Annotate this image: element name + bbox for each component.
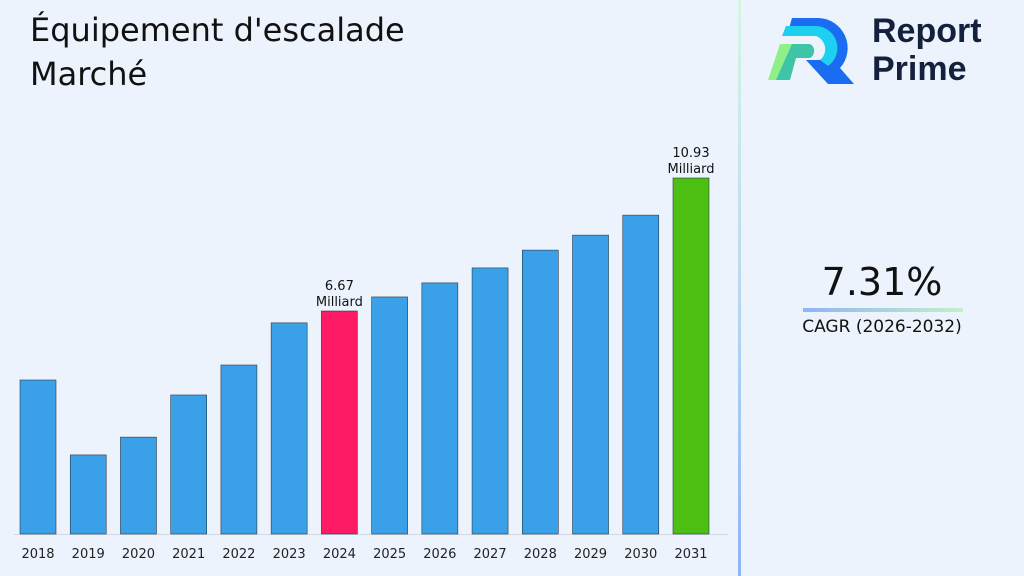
data-label-2031: 10.93	[672, 146, 709, 161]
logo-line-2: Prime	[872, 50, 967, 88]
bar-2030	[622, 214, 660, 535]
logo-text: Report Prime	[872, 12, 982, 88]
bar-2020	[120, 436, 157, 535]
x-tick-label: 2028	[524, 547, 557, 562]
x-tick-label: 2021	[172, 547, 205, 562]
bar-2026	[421, 282, 459, 535]
data-label-2031: Milliard	[667, 162, 714, 177]
bar-2027	[471, 267, 509, 535]
bar-chart: 2018 2019 2020 2021 2022 2023 20246.67Milliard…	[14, 146, 728, 562]
chart-title: Équipement d'escalade Marché	[30, 11, 405, 93]
x-tick-label: 2023	[273, 547, 306, 562]
bar-2018	[19, 379, 57, 535]
bar-2031	[672, 177, 710, 535]
divider	[738, 0, 741, 576]
x-tick-label: 2026	[423, 547, 456, 562]
x-tick-label: 2029	[574, 547, 607, 562]
bar-2021	[170, 394, 207, 535]
x-tick-label: 2025	[373, 547, 406, 562]
bar-2023	[270, 322, 308, 535]
x-tick-label: 2027	[474, 547, 507, 562]
x-tick-label: 2020	[122, 547, 155, 562]
data-label-2024: 6.67	[325, 279, 354, 294]
bar-2022	[220, 364, 258, 535]
bar-2019	[69, 454, 107, 535]
logo-line-1: Report	[872, 12, 982, 50]
x-tick-label: 2031	[674, 547, 707, 562]
bar-2025	[371, 296, 408, 535]
x-tick-label: 2018	[21, 547, 54, 562]
x-tick-label: 2030	[624, 547, 657, 562]
x-tick-label: 2024	[323, 547, 356, 562]
cagr-underline	[803, 308, 963, 312]
bar-2028	[521, 249, 559, 535]
bar-2024	[321, 310, 358, 535]
bar-2029	[572, 234, 609, 535]
data-label-2024: Milliard	[316, 295, 363, 310]
cagr-value: 7.31%	[821, 260, 943, 304]
cagr-label: CAGR (2026-2032)	[802, 317, 962, 337]
x-tick-label: 2019	[72, 547, 105, 562]
report-prime-logo	[768, 18, 854, 84]
x-tick-label: 2022	[222, 547, 255, 562]
